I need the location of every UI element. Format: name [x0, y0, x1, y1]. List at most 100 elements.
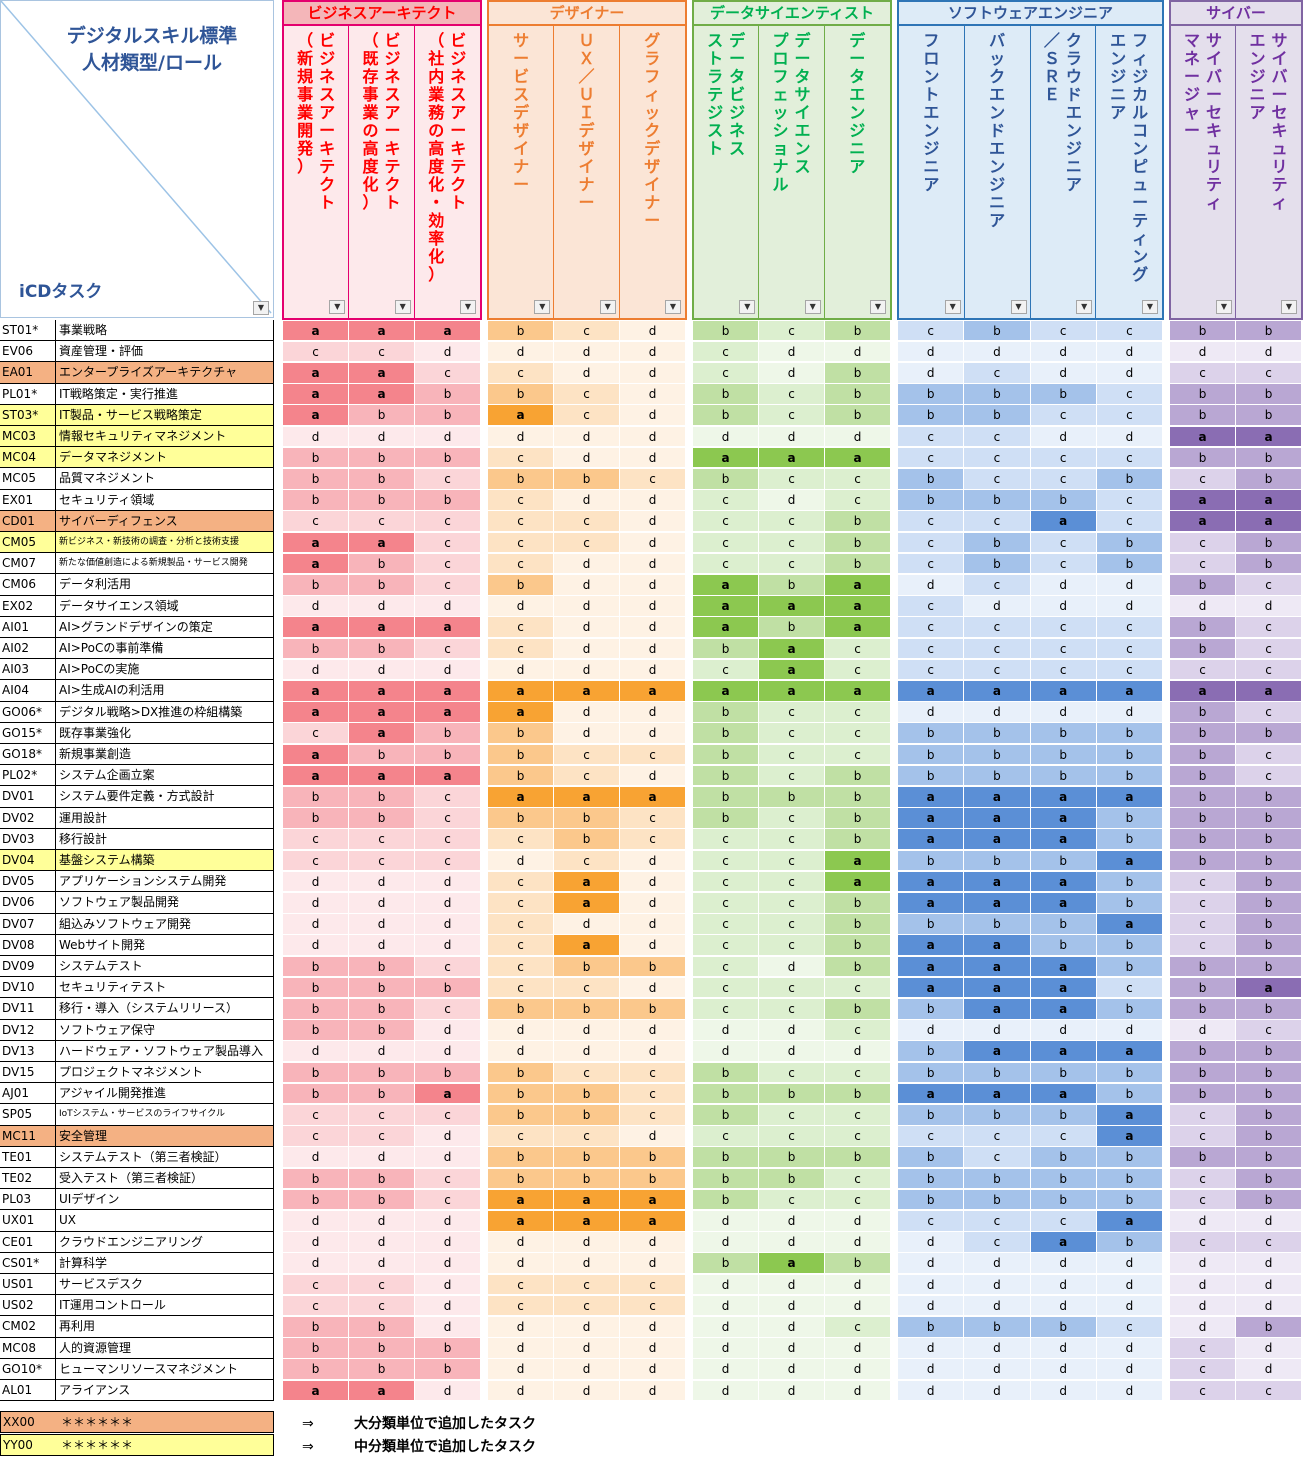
filter-dropdown-icon[interactable]: ▼: [459, 300, 476, 314]
rating-cell: c: [415, 786, 481, 808]
filter-dropdown-icon[interactable]: ▼: [329, 300, 346, 314]
rating-cell: a: [964, 829, 1031, 850]
task-name: 新ビジネス・新技術の調査・分析と技術支援: [56, 532, 274, 554]
rating-cell: a: [415, 320, 481, 342]
rating-cell: d: [825, 1359, 891, 1380]
filter-dropdown-icon[interactable]: ▼: [534, 300, 551, 314]
rating-cell: b: [283, 1020, 349, 1041]
role-name-line: ビジネスアーキテクト: [384, 31, 401, 212]
rating-cell: c: [693, 1126, 759, 1147]
rating-cell: b: [488, 765, 554, 787]
rating-cell: a: [620, 786, 686, 808]
corner-title: デジタルスキル標準 人材類型/ロール: [47, 23, 257, 77]
filter-dropdown-icon[interactable]: ▼: [253, 301, 269, 315]
rating-cell: b: [283, 1168, 349, 1190]
rating-cell: c: [1236, 659, 1302, 681]
rating-cell: b: [349, 1083, 415, 1105]
task-name: 組込みソフトウェア開発: [56, 913, 274, 935]
rating-cell: c: [1030, 638, 1097, 660]
task-code: TE01: [0, 1146, 56, 1168]
filter-dropdown-icon[interactable]: ▼: [739, 300, 756, 314]
rating-cell: a: [349, 765, 415, 787]
filter-dropdown-icon[interactable]: ▼: [1076, 300, 1093, 314]
rating-cell: b: [759, 574, 825, 596]
rating-cell: b: [554, 829, 620, 850]
rating-cell: a: [825, 871, 891, 893]
rating-cell: c: [283, 1274, 349, 1296]
rating-cell: c: [693, 511, 759, 532]
filter-dropdown-icon[interactable]: ▼: [664, 300, 681, 314]
rating-cell: c: [759, 320, 825, 342]
filter-dropdown-icon[interactable]: ▼: [869, 300, 886, 314]
rating-cell: c: [554, 384, 620, 405]
filter-dropdown-icon[interactable]: ▼: [599, 300, 616, 314]
rating-cell: d: [964, 1253, 1031, 1274]
rating-cell: d: [1030, 426, 1097, 448]
rating-cell: c: [964, 574, 1031, 596]
rating-cell: b: [1096, 1147, 1163, 1168]
rating-cell: a: [964, 998, 1031, 1020]
rating-cell: d: [1236, 1338, 1302, 1359]
rating-cell: b: [1170, 1083, 1236, 1105]
task-name: サービスデスク: [56, 1274, 274, 1296]
rating-cell: a: [964, 808, 1031, 829]
rating-cell: c: [693, 914, 759, 935]
rating-cell: d: [620, 532, 686, 554]
rating-cell: b: [415, 1338, 481, 1359]
rating-cell: d: [620, 765, 686, 787]
rating-cell: a: [1030, 956, 1097, 978]
rating-cell: c: [964, 638, 1031, 660]
rating-cell: b: [964, 553, 1031, 575]
rating-cell: d: [415, 1210, 481, 1232]
role-group-title: ソフトウェアエンジニア: [899, 2, 1162, 26]
rating-cell: c: [349, 511, 415, 532]
filter-dropdown-icon[interactable]: ▼: [1216, 300, 1232, 314]
role-name-line: サイバーセキュリティ: [1271, 31, 1288, 212]
task-code: DV03: [0, 828, 56, 850]
role-name-line: サイバーセキュリティ: [1205, 31, 1222, 212]
rating-cell: c: [1170, 362, 1236, 384]
rating-cell: c: [825, 1316, 891, 1338]
rating-cell: b: [825, 362, 891, 384]
rating-cell: c: [1236, 702, 1302, 723]
rating-cell: c: [1096, 320, 1163, 342]
task-code: EX01: [0, 489, 56, 511]
rating-cell: a: [349, 384, 415, 405]
rating-cell: a: [825, 680, 891, 702]
rating-cell: d: [554, 341, 620, 363]
filter-dropdown-icon[interactable]: ▼: [1010, 300, 1027, 314]
role-name-line: データサイエンス: [794, 31, 811, 176]
rating-cell: b: [554, 1104, 620, 1126]
filter-dropdown-icon[interactable]: ▼: [394, 300, 411, 314]
rating-cell: d: [759, 1295, 825, 1317]
rating-cell: c: [825, 1104, 891, 1126]
rating-cell: c: [825, 1020, 891, 1041]
filter-dropdown-icon[interactable]: ▼: [1142, 300, 1158, 314]
rating-cell: d: [1030, 596, 1097, 617]
role-name: ビジネスアーキテクト （既存事業の高度化）: [349, 32, 413, 294]
rating-cell: c: [759, 935, 825, 956]
task-name: AI>グランドデザインの策定: [56, 616, 274, 638]
rating-cell: c: [488, 490, 554, 511]
task-name: 移行・導入（システムリリース）: [56, 998, 274, 1020]
rating-cell: a: [1096, 850, 1163, 872]
rating-cell: a: [283, 553, 349, 575]
task-name: IoTシステム・サービスのライフサイクル: [56, 1104, 274, 1126]
rating-cell: d: [620, 1041, 686, 1062]
rating-cell: c: [1236, 617, 1302, 638]
filter-dropdown-icon[interactable]: ▼: [944, 300, 961, 314]
filter-dropdown-icon[interactable]: ▼: [804, 300, 821, 314]
rating-cell: b: [620, 998, 686, 1020]
rating-cell: a: [759, 659, 825, 681]
rating-cell: d: [620, 659, 686, 681]
rating-cell: c: [825, 1126, 891, 1147]
rating-cell: d: [825, 1338, 891, 1359]
rating-cell: c: [415, 998, 481, 1020]
rating-cell: d: [825, 1295, 891, 1317]
rating-cell: b: [1096, 1083, 1163, 1105]
rating-cell: d: [415, 892, 481, 914]
rating-cell: a: [1236, 977, 1302, 999]
filter-dropdown-icon[interactable]: ▼: [1281, 300, 1297, 314]
rating-cell: d: [759, 362, 825, 384]
rating-cell: d: [554, 617, 620, 638]
